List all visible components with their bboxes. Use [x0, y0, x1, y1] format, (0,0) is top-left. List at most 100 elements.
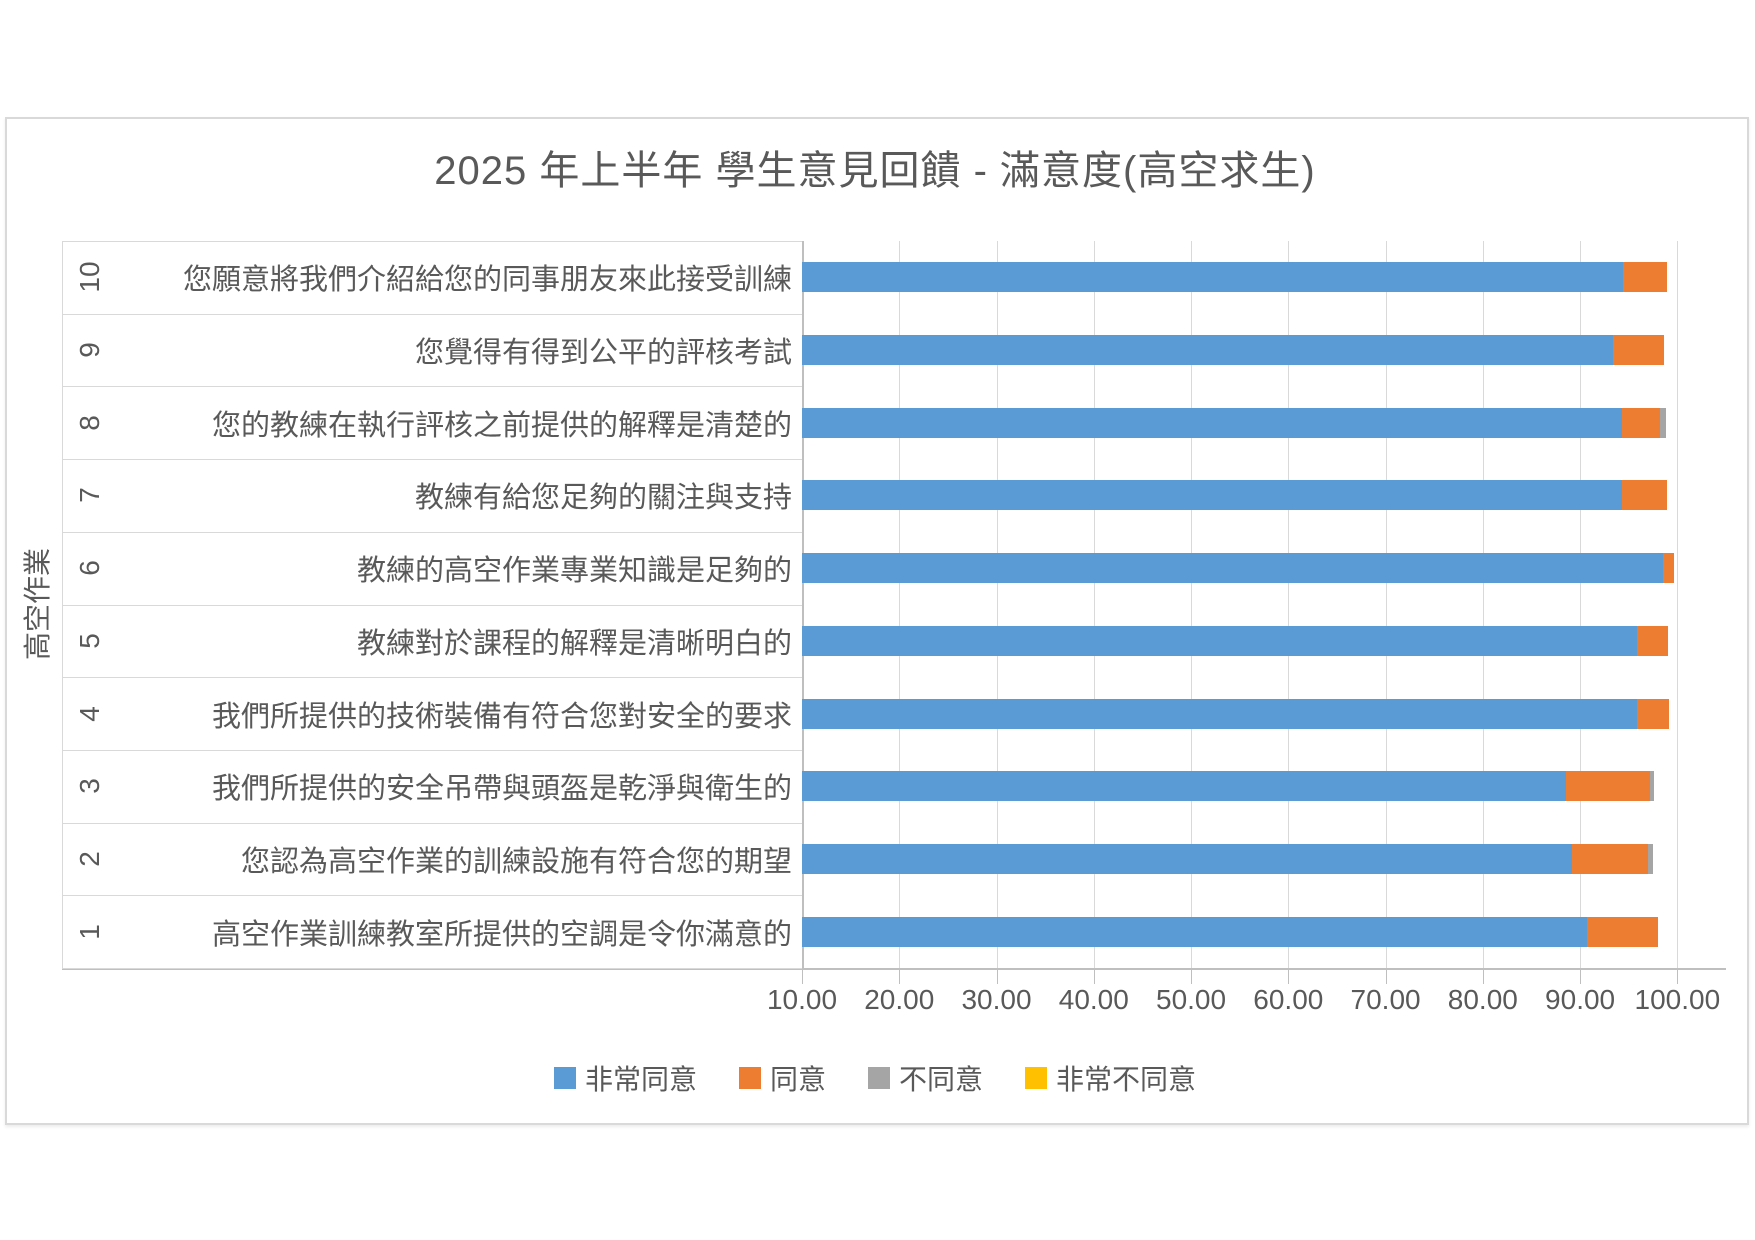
category-label-4: 我們所提供的技術裝備有符合您對安全的要求: [211, 700, 792, 733]
category-label-10: 您願意將我們介紹給您的同事朋友來此接受訓練: [182, 264, 792, 297]
bar-segment-同意-q1: [1586, 916, 1658, 947]
gridline-60.00: [1288, 241, 1290, 968]
legend-label: 同意: [769, 1064, 826, 1095]
bar-row-4: [802, 698, 1726, 729]
category-separator: [62, 313, 802, 315]
bar-segment-非常同意-q8: [802, 407, 1622, 438]
bar-segment-不同意-q3: [1650, 771, 1654, 802]
chart-legend: 非常同意 同意 不同意 非常不同意: [5, 1058, 1745, 1098]
bar-segment-同意-q10: [1622, 262, 1667, 293]
legend-label: 非常同意: [584, 1064, 697, 1095]
category-label-3: 我們所提供的安全吊帶與頭盔是乾淨與衛生的: [211, 773, 792, 806]
bar-row-3: [802, 771, 1726, 802]
category-separator: [62, 677, 802, 679]
tick-label-40.00: 40.00: [1058, 984, 1129, 1015]
bar-segment-同意-q3: [1565, 771, 1651, 802]
category-number-3: 3: [74, 778, 105, 795]
category-separator: [62, 604, 802, 606]
category-separator: [62, 895, 802, 897]
tick-label-80.00: 80.00: [1447, 984, 1518, 1015]
bar-segment-不同意-q8: [1659, 407, 1666, 438]
tick-mark-90.00: [1580, 970, 1582, 984]
gridline-100.00: [1677, 241, 1679, 968]
bar-segment-同意-q9: [1613, 335, 1664, 366]
tick-label-50.00: 50.00: [1156, 984, 1227, 1015]
gridline-90.00: [1580, 241, 1582, 968]
tick-label-90.00: 90.00: [1545, 984, 1616, 1015]
category-label-2: 您認為高空作業的訓練設施有符合您的期望: [240, 845, 792, 878]
bar-segment-非常同意-q10: [802, 262, 1623, 293]
category-number-9: 9: [74, 342, 105, 358]
bar-row-2: [802, 843, 1726, 874]
category-label-area: 10 您願意將我們介紹給您的同事朋友來此接受訓練 9 您覺得有得到公平的評核考試 8 您的…: [62, 241, 802, 969]
bar-segment-同意-q2: [1572, 843, 1649, 874]
category-separator: [62, 822, 802, 824]
category-label-6: 教練的高空作業專業知識是足夠的: [356, 555, 792, 588]
gridline-20.00: [899, 241, 901, 968]
category-number-7: 7: [74, 487, 105, 504]
category-separator: [62, 749, 802, 751]
bar-segment-非常同意-q3: [802, 771, 1566, 802]
bar-segment-非常同意-q5: [802, 625, 1637, 656]
tick-mark-70.00: [1385, 970, 1387, 984]
bar-segment-同意-q8: [1621, 407, 1660, 438]
y-axis-title: 高空作業: [22, 547, 53, 661]
bar-row-9: [802, 335, 1726, 366]
tick-mark-10.00: [802, 970, 803, 984]
category-label-9: 您覺得有得到公平的評核考試: [414, 337, 792, 370]
bar-segment-非常同意-q1: [802, 916, 1587, 947]
tick-mark-50.00: [1191, 970, 1193, 984]
tick-label-60.00: 60.00: [1253, 984, 1324, 1015]
category-label-5: 教練對於課程的解釋是清晰明白的: [356, 627, 792, 660]
plot-area: [802, 241, 1726, 968]
tick-mark-20.00: [899, 970, 901, 984]
category-label-1: 高空作業訓練教室所提供的空調是令你滿意的: [211, 918, 792, 951]
tick-label-10.00: 10.00: [766, 984, 838, 1015]
bar-row-1: [802, 916, 1726, 947]
bar-segment-同意-q6: [1662, 553, 1675, 584]
category-number-6: 6: [74, 560, 105, 576]
gridline-80.00: [1482, 241, 1484, 968]
value-axis-line: [62, 968, 1726, 970]
legend-swatch-icon: [1025, 1067, 1048, 1089]
category-label-8: 您的教練在執行評核之前提供的解釋是清楚的: [211, 409, 792, 442]
category-number-10: 10: [74, 261, 105, 293]
bar-segment-同意-q4: [1636, 698, 1669, 729]
category-number-2: 2: [74, 851, 105, 867]
legend-label: 不同意: [899, 1064, 984, 1095]
legend-swatch-icon: [868, 1067, 890, 1089]
bar-row-7: [802, 480, 1726, 511]
legend-item-非常同意: 非常同意: [553, 1058, 697, 1098]
bar-row-5: [802, 625, 1726, 656]
chart-title: 2025 年上半年 學生意見回饋 - 滿意度(高空求生): [434, 149, 1316, 193]
category-separator: [62, 386, 802, 388]
legend-item-同意: 同意: [738, 1058, 826, 1098]
category-number-5: 5: [74, 633, 105, 649]
legend-swatch-icon: [738, 1067, 761, 1089]
category-number-8: 8: [74, 414, 105, 431]
tick-mark-30.00: [996, 970, 998, 984]
tick-mark-40.00: [1093, 970, 1095, 984]
tick-mark-80.00: [1482, 970, 1484, 984]
category-separator: [62, 531, 802, 533]
category-number-1: 1: [74, 923, 105, 940]
gridline-40.00: [1093, 241, 1095, 968]
tick-label-100.00: 100.00: [1634, 984, 1721, 1015]
bar-segment-非常同意-q9: [802, 335, 1614, 366]
category-number-4: 4: [74, 705, 105, 722]
category-separator: [62, 459, 802, 461]
bar-segment-不同意-q2: [1648, 843, 1654, 874]
bar-row-6: [802, 553, 1726, 584]
legend-swatch-icon: [553, 1067, 576, 1089]
tick-label-70.00: 70.00: [1350, 984, 1421, 1015]
category-label-7: 教練有給您足夠的關注與支持: [414, 482, 792, 515]
gridline-30.00: [996, 241, 998, 968]
legend-label: 非常不同意: [1056, 1064, 1197, 1095]
bar-segment-非常同意-q2: [802, 843, 1573, 874]
category-separator: [62, 968, 802, 969]
bar-row-10: [802, 262, 1726, 293]
bar-segment-同意-q7: [1621, 480, 1667, 511]
category-axis-line: [802, 241, 804, 968]
legend-item-非常不同意: 非常不同意: [1025, 1058, 1196, 1098]
